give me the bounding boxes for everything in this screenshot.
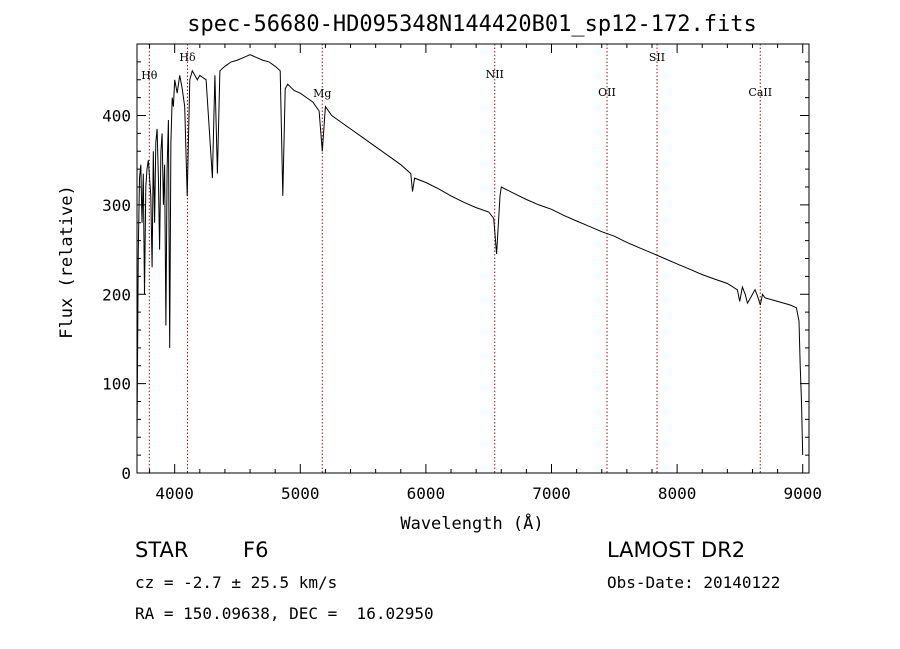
y-axis: 0 100 200 300 400 [102,61,809,483]
marker-label: SII [649,51,665,64]
spectrum-line [136,54,804,456]
object-class: STAR [135,538,189,562]
y-tick-label: 0 [121,464,131,483]
x-tick-label: 4000 [155,484,194,503]
y-tick-label: 300 [102,196,131,215]
x-tick-label: 5000 [281,484,320,503]
survey-name: LAMOST DR2 [607,538,746,562]
marker-label: Mg [313,87,331,100]
y-tick-label: 200 [102,285,131,304]
x-tick-label: 8000 [658,484,697,503]
y-tick-label: 400 [102,107,131,126]
marker-label: Hδ [179,51,196,64]
x-tick-label: 9000 [783,484,822,503]
redshift-value: cz = -2.7 ± 25.5 km/s [135,573,338,592]
x-tick-label: 7000 [532,484,571,503]
x-axis: 4000 5000 6000 7000 8000 9000 [149,44,822,503]
sky-coordinates: RA = 150.09638, DEC = 16.02950 [135,604,434,623]
x-tick-label: 6000 [407,484,446,503]
spectral-subclass: F6 [243,538,269,562]
marker-label: Hθ [141,69,158,82]
y-tick-label: 100 [102,375,131,394]
marker-label: OII [598,86,616,99]
marker-label: NII [486,68,504,81]
y-axis-label: Flux (relative) [57,185,77,339]
plot-frame [136,43,810,474]
observation-date: Obs-Date: 20140122 [607,573,781,592]
spectral-line-markers: Hθ Hδ Mg NII OII SII CaII [141,44,772,473]
chart-title: spec-56680-HD095348N144420B01_sp12-172.f… [187,12,757,37]
x-axis-label: Wavelength (Å) [400,512,543,534]
marker-label: CaII [748,86,772,99]
